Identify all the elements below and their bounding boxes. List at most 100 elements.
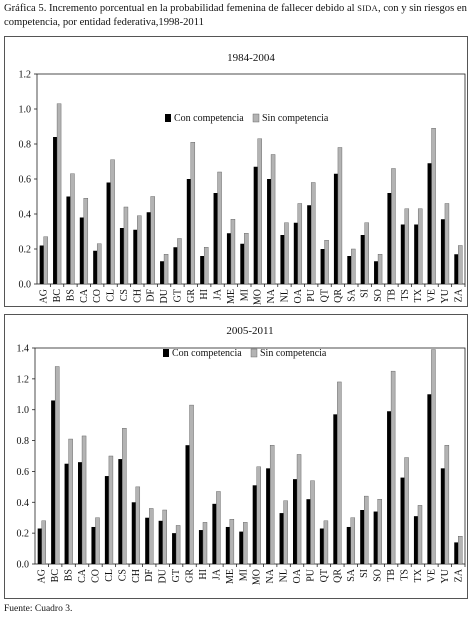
x-tick-label-ja: JA xyxy=(213,288,224,300)
legend-swatch-con-competencia xyxy=(163,349,169,357)
figure-caption: Gráfica 5. Incremento porcentual en la p… xyxy=(4,2,470,29)
x-tick-label-co: CO xyxy=(90,569,101,583)
y-tick-label: 0.4 xyxy=(19,210,32,221)
bar-con-competencia-me xyxy=(225,526,230,564)
bar-sin-competencia-gt xyxy=(177,238,182,285)
bar-sin-competencia-mo xyxy=(257,138,262,285)
bar-sin-competencia-gr xyxy=(189,404,194,565)
legend-label-sin-competencia: Sin competencia xyxy=(262,113,329,124)
bar-sin-competencia-me xyxy=(229,519,235,565)
bar-con-competencia-tx xyxy=(414,224,419,284)
x-tick-label-yu: YU xyxy=(440,568,451,583)
x-tick-label-za: ZA xyxy=(453,288,464,302)
bar-con-competencia-qt xyxy=(319,528,324,564)
bar-sin-competencia-pu xyxy=(310,182,316,285)
y-tick-label: 0.2 xyxy=(17,529,30,540)
bar-con-competencia-qr xyxy=(333,414,338,564)
bar-sin-competencia-si xyxy=(364,495,369,565)
bar-sin-competencia-mo xyxy=(256,466,261,565)
bar-con-competencia-ts xyxy=(400,477,405,564)
bar-con-competencia-df xyxy=(146,212,151,284)
bar-con-competencia-za xyxy=(454,542,459,564)
bar-con-competencia-mi xyxy=(240,243,245,284)
bar-sin-competencia-nl xyxy=(284,222,289,285)
x-tick-label-gt: GT xyxy=(171,569,182,582)
bar-sin-competencia-qr xyxy=(337,147,343,285)
bar-con-competencia-co xyxy=(93,250,98,284)
bar-sin-competencia-mi xyxy=(244,233,249,285)
y-tick-label: 0.6 xyxy=(19,175,32,186)
chart-panel-1984-2004: 1984-2004 0.0 0.2 0.4 0.6 0.8 1.0 1.2 AG BC BS CA CO… xyxy=(4,36,468,307)
bar-con-competencia-mo xyxy=(253,166,258,284)
bar-sin-competencia-ve xyxy=(431,349,436,565)
bar-con-competencia-cl xyxy=(104,476,109,564)
bar-con-competencia-nl xyxy=(280,235,285,284)
bar-sin-competencia-ca xyxy=(81,435,87,565)
bar-sin-competencia-hi xyxy=(202,522,208,565)
bar-sin-competencia-ch xyxy=(135,486,141,565)
bar-sin-competencia-tb xyxy=(391,168,396,285)
bar-con-competencia-du xyxy=(158,520,163,564)
bar-sin-competencia-tb xyxy=(390,370,396,565)
x-tick-label-ve: VE xyxy=(426,569,437,582)
bar-con-competencia-ts xyxy=(400,224,405,284)
x-tick-label-qr: QR xyxy=(333,289,344,303)
y-tick-label: 0.2 xyxy=(19,245,32,256)
bar-sin-competencia-yu xyxy=(444,444,450,565)
bar-sin-competencia-sa xyxy=(351,248,356,285)
bar-con-competencia-nl xyxy=(279,513,284,564)
bar-sin-competencia-bs xyxy=(70,173,75,285)
x-tick-label-me: ME xyxy=(225,569,236,584)
bar-sin-competencia-ag xyxy=(41,520,46,565)
bar-con-competencia-so xyxy=(374,261,379,284)
x-tick-label-bc: BC xyxy=(52,289,63,303)
x-tick-label-ag: AG xyxy=(37,569,48,583)
y-tick-label: 0.8 xyxy=(17,436,30,447)
bar-con-competencia-bc xyxy=(53,137,58,284)
x-tick-label-pu: PU xyxy=(305,568,316,582)
y-tick-label: 1.4 xyxy=(17,344,30,355)
bar-sin-competencia-ja xyxy=(217,171,222,285)
x-tick-label-si: SI xyxy=(359,569,370,578)
bar-con-competencia-sa xyxy=(347,256,352,284)
bar-con-competencia-me xyxy=(226,233,231,284)
x-tick-label-gr: GR xyxy=(185,569,196,583)
bar-con-competencia-ja xyxy=(212,503,217,564)
x-tick-label-na: NA xyxy=(265,568,276,583)
x-tick-label-oa: OA xyxy=(293,288,304,303)
x-tick-label-du: DU xyxy=(159,288,170,303)
bar-con-competencia-gt xyxy=(173,247,178,284)
bar-sin-competencia-hi xyxy=(203,247,209,285)
x-tick-label-ts: TS xyxy=(400,569,411,581)
x-tick-label-co: CO xyxy=(92,289,103,303)
x-tick-label-nl: NL xyxy=(279,289,290,302)
bar-sin-competencia-si xyxy=(364,222,369,285)
bar-sin-competencia-df xyxy=(150,196,155,285)
x-tick-label-cs: CS xyxy=(117,569,128,581)
bar-con-competencia-gt xyxy=(172,533,177,564)
x-tick-label-hi: HI xyxy=(199,289,210,300)
legend-label-sin-competencia: Sin competencia xyxy=(260,348,327,359)
bar-con-competencia-tb xyxy=(387,411,392,564)
x-tick-label-ja: JA xyxy=(211,568,222,580)
x-tick-label-na: NA xyxy=(266,288,277,303)
bar-con-competencia-oa xyxy=(293,479,298,564)
x-tick-label-sa: SA xyxy=(346,568,357,582)
bar-sin-competencia-cl xyxy=(108,455,114,565)
x-tick-label-yu: YU xyxy=(440,288,451,303)
bar-sin-competencia-du xyxy=(163,254,169,285)
bar-con-competencia-hi xyxy=(198,530,203,564)
x-tick-label-bc: BC xyxy=(50,569,61,583)
bar-sin-competencia-cs xyxy=(123,206,129,285)
bar-con-competencia-du xyxy=(160,261,165,284)
bar-con-competencia-hi xyxy=(200,256,205,284)
x-tick-label-si: SI xyxy=(360,289,371,298)
bar-sin-competencia-za xyxy=(458,536,463,565)
bar-con-competencia-ve xyxy=(427,394,432,564)
x-tick-label-so: SO xyxy=(373,289,384,302)
legend-swatch-sin-competencia xyxy=(250,348,258,358)
bar-sin-competencia-ts xyxy=(404,457,409,565)
bar-con-competencia-df xyxy=(145,517,150,564)
bar-con-competencia-mo xyxy=(252,485,257,564)
